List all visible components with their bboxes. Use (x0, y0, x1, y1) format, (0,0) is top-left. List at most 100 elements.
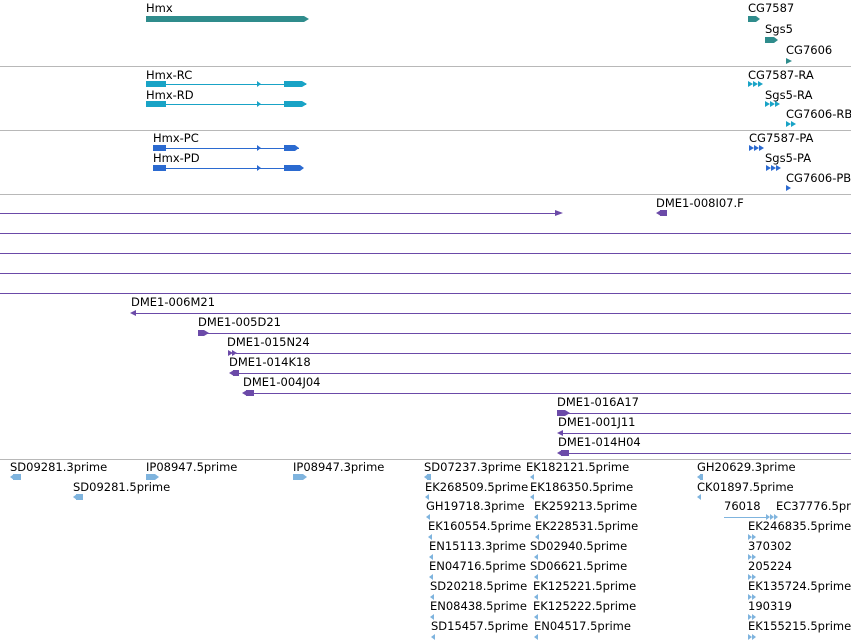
est-label: EK135724.5prime (748, 579, 851, 593)
clone-span[interactable] (0, 213, 556, 214)
clone-span[interactable] (239, 373, 851, 374)
clone-span[interactable] (254, 393, 851, 394)
exon-block[interactable] (786, 121, 791, 127)
cds-block[interactable] (786, 185, 791, 191)
strand-arrow-icon (748, 614, 752, 620)
strand-arrow-icon (752, 614, 756, 620)
est-label: GH19718.3prime (426, 499, 525, 513)
transcript-label: CG7587-RA (748, 68, 814, 82)
clone-span[interactable] (204, 333, 851, 334)
exon-block[interactable] (284, 101, 302, 107)
gene-feature[interactable] (786, 58, 792, 64)
est-label: EN15113.3prime (429, 539, 526, 553)
strand-arrow-icon (232, 350, 237, 356)
est-label: SD15457.5prime (431, 619, 529, 633)
cds-block[interactable] (766, 165, 771, 171)
est-feature[interactable] (146, 474, 155, 480)
est-label: 205224 (748, 559, 792, 573)
clone-feature[interactable] (198, 330, 204, 336)
est-feature[interactable] (427, 474, 431, 480)
clone-span[interactable] (565, 413, 851, 414)
clone-feature[interactable] (233, 370, 239, 376)
strand-arrow-icon (295, 145, 299, 151)
clone-span[interactable] (0, 273, 851, 274)
clone-label: DME1-001J11 (558, 415, 636, 429)
clone-feature[interactable] (660, 210, 667, 216)
strand-arrow-icon (697, 494, 701, 500)
strand-arrow-icon (426, 514, 430, 520)
exon-block[interactable] (765, 101, 770, 107)
strand-arrow-icon (257, 145, 261, 151)
clone-span[interactable] (0, 253, 851, 254)
cds-block[interactable] (749, 145, 754, 151)
strand-arrow-icon (428, 534, 432, 540)
strand-arrow-icon (424, 474, 428, 480)
strand-arrow-icon (752, 554, 756, 560)
clone-feature[interactable] (561, 450, 569, 456)
est-label: CK01897.5prime (697, 480, 794, 494)
intron-line (153, 148, 299, 149)
est-feature[interactable] (293, 474, 303, 480)
strand-arrow-icon (530, 474, 534, 480)
est-feature[interactable] (13, 474, 21, 480)
est-label: SD07237.3prime (424, 460, 522, 474)
exon-block[interactable] (146, 101, 166, 107)
clone-span[interactable] (0, 233, 851, 234)
est-label: SD09281.5prime (73, 480, 171, 494)
strand-arrow-icon (534, 594, 538, 600)
est-label: EK268509.5prime (425, 480, 529, 494)
clone-feature[interactable] (557, 410, 565, 416)
cds-block[interactable] (284, 145, 295, 151)
exon-block[interactable] (146, 81, 166, 87)
est-span[interactable] (724, 517, 766, 518)
strand-arrow-icon (431, 634, 435, 640)
strand-arrow-icon (257, 165, 261, 171)
gene-feature[interactable] (146, 16, 304, 22)
est-label: IP08947.3prime (293, 460, 385, 474)
clone-span[interactable] (0, 293, 851, 294)
strand-arrow-icon (242, 390, 247, 396)
strand-arrow-icon (304, 16, 309, 22)
est-feature[interactable] (700, 474, 703, 480)
gene-feature[interactable] (765, 37, 774, 43)
clone-feature[interactable] (246, 390, 254, 396)
intron-line (153, 168, 303, 169)
strand-arrow-icon (774, 37, 778, 43)
strand-arrow-icon (771, 165, 776, 171)
strand-arrow-icon (155, 474, 159, 480)
strand-arrow-icon (430, 614, 434, 620)
exon-block[interactable] (284, 81, 302, 87)
est-label: IP08947.5prime (146, 460, 238, 474)
est-label: EC37776.5prime (776, 499, 851, 513)
clone-span[interactable] (563, 433, 851, 434)
strand-arrow-icon (534, 514, 538, 520)
strand-arrow-icon (10, 474, 14, 480)
cds-block[interactable] (153, 145, 166, 151)
clone-label: DME1-014K18 (229, 355, 311, 369)
est-label: EK160554.5prime (428, 519, 532, 533)
est-label: SD20218.5prime (430, 579, 528, 593)
clone-span[interactable] (136, 313, 851, 314)
est-label: EN04517.5prime (534, 619, 631, 633)
strand-arrow-icon (530, 494, 534, 500)
cds-block[interactable] (153, 165, 166, 171)
clone-label: DME1-005D21 (198, 315, 281, 329)
track-separator (0, 66, 851, 67)
strand-arrow-icon (535, 534, 539, 540)
protein-label: CG7606-PB (786, 171, 851, 185)
strand-arrow-icon (429, 554, 433, 560)
est-label: GH20629.3prime (697, 460, 796, 474)
strand-arrow-icon (429, 574, 433, 580)
clone-span[interactable] (236, 353, 851, 354)
est-label: EN08438.5prime (430, 599, 527, 613)
strand-arrow-icon (534, 614, 538, 620)
clone-span[interactable] (569, 453, 851, 454)
strand-arrow-icon (430, 594, 434, 600)
gene-feature[interactable] (748, 16, 756, 22)
est-feature[interactable] (76, 494, 83, 500)
cds-block[interactable] (284, 165, 300, 171)
exon-block[interactable] (748, 81, 753, 87)
est-label: 190319 (748, 599, 792, 613)
strand-arrow-icon (555, 210, 563, 216)
